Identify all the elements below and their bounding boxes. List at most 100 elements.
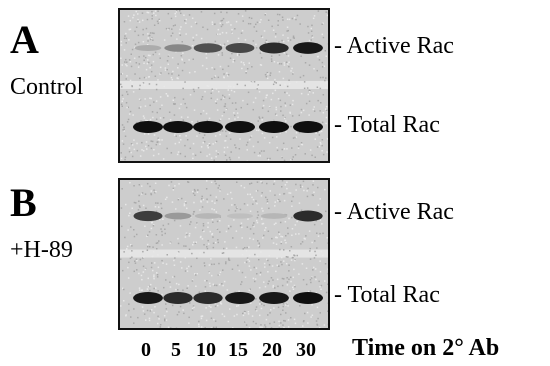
panel-b-blot-speckle — [260, 251, 262, 253]
panel-a-blot-speckle — [166, 147, 168, 150]
panel-b-blot-speckle — [213, 209, 215, 211]
panel-b-blot-speckle — [153, 275, 155, 278]
panel-a-blot-speckle — [317, 10, 320, 12]
panel-a-blot-speckle — [147, 37, 149, 39]
panel-a-blot-speckle — [314, 156, 316, 158]
panel-a-blot-speckle — [246, 68, 249, 70]
panel-a-blot-speckle — [248, 62, 250, 64]
panel-b-blot-speckle — [251, 315, 254, 317]
panel-b-blot-speckle — [149, 185, 151, 188]
panel-b-blot-speckle — [256, 216, 259, 219]
panel-b-blot-speckle — [248, 246, 250, 248]
panel-b-blot-speckle — [274, 201, 276, 203]
panel-a-blot-speckle — [216, 98, 219, 101]
panel-b-blot-speckle — [213, 263, 215, 265]
panel-b-blot-speckle — [127, 277, 130, 279]
panel-b-blot-speckle — [249, 288, 251, 290]
panel-b-blot-speckle — [194, 273, 196, 275]
panel-b-blot-speckle — [258, 246, 261, 248]
panel-b-blot-speckle — [192, 192, 195, 195]
panel-b-blot-speckle — [255, 267, 258, 269]
panel-a-blot-speckle — [244, 39, 247, 41]
panel-a-blot-speckle — [312, 92, 314, 94]
panel-b-blot-speckle — [225, 262, 227, 265]
panel-a-blot-speckle — [320, 102, 322, 104]
panel-a-blot-speckle — [282, 34, 284, 36]
panel-a-blot-speckle — [211, 21, 214, 23]
panel-b-blot-speckle — [287, 326, 290, 328]
panel-b-blot-speckle — [286, 281, 289, 283]
panel-b-blot-speckle — [249, 302, 252, 304]
panel-a-blot-speckle — [123, 130, 125, 132]
panel-a-blot-speckle — [292, 99, 294, 102]
panel-a-blot-speckle — [178, 32, 181, 34]
panel-b-blot-speckle — [293, 284, 296, 287]
panel-a-blot-svg — [120, 10, 328, 161]
panel-a-blot-speckle — [146, 44, 149, 46]
panel-a-blot-speckle — [223, 96, 226, 98]
panel-b-blot-speckle — [122, 287, 124, 290]
panel-b-blot-speckle — [187, 181, 190, 183]
panel-a-blot-speckle — [151, 36, 153, 39]
panel-a-blot-speckle — [310, 27, 312, 30]
panel-a-blot-speckle — [220, 25, 223, 28]
panel-a-blot-speckle — [286, 30, 288, 32]
panel-b-blot-speckle — [268, 255, 270, 257]
panel-b-blot-speckle — [282, 305, 284, 308]
panel-a-blot-speckle — [297, 147, 300, 149]
panel-a-blot-speckle — [321, 23, 323, 25]
panel-a-blot-speckle — [245, 72, 247, 74]
panel-b-blot-speckle — [212, 283, 214, 286]
panel-b-blot-speckle — [206, 198, 208, 200]
panel-b-blot-speckle — [263, 262, 266, 265]
panel-b-blot-speckle — [327, 283, 328, 285]
panel-b-blot-speckle — [300, 209, 303, 212]
panel-a-blot-speckle — [297, 145, 300, 148]
panel-a-blot-speckle — [240, 32, 243, 34]
panel-b-blot-speckle — [285, 214, 288, 216]
panel-a-blot-speckle — [212, 143, 214, 145]
panel-a-blot-speckle — [280, 63, 283, 65]
panel-a-blot-speckle — [124, 156, 127, 158]
panel-a-blot-speckle — [286, 18, 289, 20]
panel-b-blot-speckle — [298, 273, 300, 275]
panel-a-blot-speckle — [180, 103, 182, 105]
panel-b-blot-speckle — [120, 207, 123, 209]
panel-b-blot-speckle — [193, 306, 195, 309]
panel-a-blot-speckle — [141, 83, 144, 85]
panel-b-blot-speckle — [230, 191, 232, 194]
panel-b-blot-speckle — [223, 198, 225, 200]
panel-a-blot-speckle — [286, 85, 289, 88]
panel-b-blot-speckle — [209, 230, 211, 233]
panel-b-blot-speckle — [146, 235, 148, 237]
panel-b-blot-speckle — [240, 222, 243, 224]
panel-b-blot-speckle — [313, 266, 315, 269]
panel-b-blot-speckle — [148, 319, 151, 322]
panel-b-blot-speckle — [149, 289, 151, 292]
panel-a-blot-speckle — [253, 151, 256, 154]
panel-a-blot-speckle — [159, 66, 162, 69]
panel-b-blot-speckle — [243, 310, 246, 313]
panel-a-blot-speckle — [171, 32, 174, 34]
panel-b-blot-speckle — [252, 277, 255, 280]
panel-b-blot-speckle — [158, 318, 160, 320]
panel-b-blot-speckle — [191, 280, 194, 282]
panel-a-blot-speckle — [176, 153, 179, 156]
panel-b-blot-speckle — [203, 244, 205, 246]
panel-b-blot-speckle — [125, 314, 127, 316]
panel-a-blot-speckle — [294, 136, 296, 139]
panel-b-blot-speckle — [274, 287, 276, 289]
panel-b-blot-speckle — [295, 189, 297, 191]
panel-b-blot-speckle — [152, 269, 154, 272]
panel-b-blot-speckle — [194, 194, 196, 196]
panel-b-blot-speckle — [244, 311, 247, 313]
panel-b-band-total-lane-20 — [259, 292, 289, 304]
panel-b-blot-speckle — [266, 202, 269, 204]
panel-a-blot-speckle — [249, 136, 252, 138]
panel-b-blot-speckle — [214, 305, 217, 308]
panel-b-blot-speckle — [158, 240, 160, 242]
panel-a-blot-speckle — [142, 28, 144, 31]
panel-a-blot-speckle — [211, 23, 214, 25]
panel-a-blot-speckle — [326, 138, 328, 140]
panel-b-blot-speckle — [195, 285, 197, 287]
